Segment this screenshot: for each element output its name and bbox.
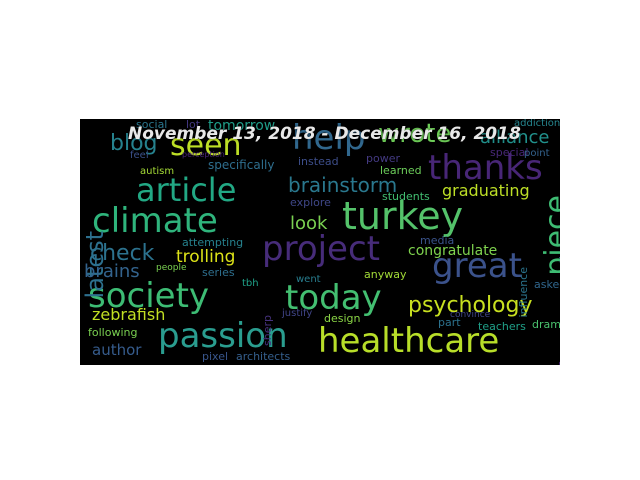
word-perspectives: perspectives [557, 237, 560, 308]
word-pixel: pixel [202, 350, 229, 363]
word-tomorrow: tomorrow [208, 119, 276, 134]
word-dramas: dramas [532, 318, 560, 331]
word-influence: influence [517, 267, 530, 318]
word-attempting: attempting [182, 236, 244, 249]
word-people: people [156, 263, 187, 273]
word-project: project [262, 229, 381, 269]
date-range-title: November 13, 2018 - December 16, 2018 [128, 124, 521, 144]
word-learned: learned [380, 164, 422, 177]
word-cloud: turkey healthcare climate society today … [80, 119, 560, 365]
word-seen: seen [170, 128, 242, 163]
word-brainstorm: brainstorm [288, 173, 398, 197]
word-brains: brains [84, 261, 140, 282]
word-blog: blog [110, 131, 158, 156]
word-following: following [88, 326, 138, 339]
word-alliance: alliance [480, 127, 550, 148]
word-author: author [92, 341, 142, 359]
word-specifically: specifically [208, 158, 275, 172]
word-explore: explore [290, 196, 331, 209]
word-great: great [432, 246, 522, 286]
word-power: power [366, 152, 400, 165]
word-lot: lot [186, 119, 201, 131]
word-article: article [136, 171, 237, 209]
word-check: check [90, 241, 155, 266]
word-instead: instead [298, 155, 339, 168]
word-autism: autism [140, 166, 175, 177]
word-clinicians: clinicians [555, 361, 560, 365]
word-graduating: graduating [442, 181, 530, 200]
word-healthcare: healthcare [318, 321, 500, 361]
word-psychology: psychology [408, 293, 533, 318]
word-justify: justify [282, 308, 313, 319]
word-convince: convince [450, 310, 491, 320]
word-look: look [290, 213, 328, 234]
word-sherp: sherp [261, 315, 274, 346]
word-series: series [202, 266, 235, 279]
word-feel: feel [130, 150, 149, 161]
word-part: part [438, 316, 461, 329]
word-thanks: thanks [428, 148, 543, 188]
word-help: help [292, 119, 366, 158]
word-point: point [524, 148, 550, 159]
word-zebrafish: zebrafish [92, 305, 166, 324]
word-trolling: trolling [176, 247, 236, 267]
word-design: design [324, 312, 361, 325]
word-turkey: turkey [342, 194, 464, 238]
word-media: media [420, 234, 455, 247]
word-addiction: addiction [514, 119, 560, 129]
word-tbh: tbh [242, 278, 259, 289]
word-congratulate: congratulate [408, 243, 498, 259]
word-climate: climate [92, 201, 218, 241]
word-society: society [88, 276, 210, 316]
word-teachers: teachers [478, 320, 526, 333]
word-passion: passion [158, 316, 288, 356]
word-architects: architects [236, 350, 291, 363]
word-went: went [296, 274, 321, 285]
word-special: special [490, 146, 529, 159]
word-perception: perception [182, 150, 225, 159]
word-asked: asked [534, 278, 560, 291]
word-students: students [382, 190, 430, 203]
word-social: social [136, 119, 168, 131]
word-anyway: anyway [364, 268, 407, 281]
word-wrote: wrote [378, 119, 452, 149]
word-today: today [285, 278, 382, 318]
